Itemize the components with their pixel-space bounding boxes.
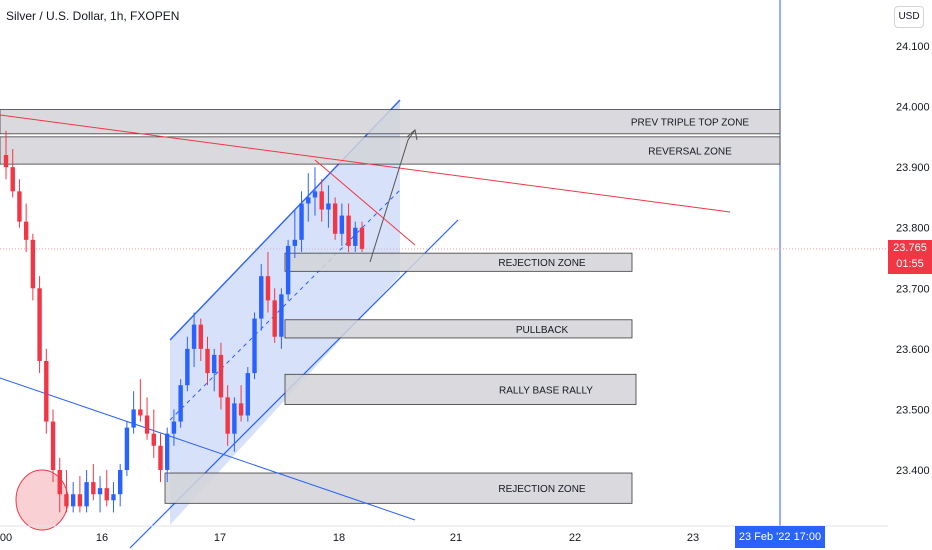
projection-arrowhead	[406, 129, 418, 141]
y-tick-label: 24.100	[896, 41, 930, 53]
candle-body	[17, 191, 22, 222]
x-tick-label: 22	[569, 532, 581, 544]
zone-label-3: REJECTION ZONE	[498, 258, 586, 269]
zone-box-2	[0, 136, 781, 165]
zone-label-1: PREV TRIPLE TOP ZONE	[631, 118, 750, 129]
candle-body	[64, 494, 69, 507]
candle-body	[218, 354, 224, 398]
chart-title: Silver / U.S. Dollar, 1h, FXOPEN	[6, 9, 180, 23]
candle-body	[144, 415, 150, 434]
candle-body	[151, 433, 156, 446]
candle-body	[70, 494, 76, 507]
y-tick-label: 24.000	[896, 102, 930, 114]
zone-box-6	[164, 472, 633, 504]
candle-body	[104, 488, 109, 501]
y-tick-label: 23.400	[896, 465, 930, 477]
candle-body	[312, 191, 318, 198]
zone-box-5	[284, 373, 637, 405]
currency-button[interactable]: USD	[894, 6, 924, 28]
candle-body	[191, 324, 197, 349]
x-tick-label: 23	[687, 532, 699, 544]
zone-label-4: PULLBACK	[516, 325, 569, 336]
candle-body	[292, 239, 298, 246]
candle-body	[185, 348, 190, 386]
candle-body	[205, 348, 210, 374]
y-tick-label: 23.500	[896, 404, 930, 416]
candle-body	[37, 288, 42, 361]
candle-body	[91, 482, 96, 495]
candle-body	[97, 488, 103, 495]
zone-box-1	[0, 109, 781, 135]
candle-body	[10, 167, 15, 192]
zone-label-5: RALLY BASE RALLY	[499, 385, 593, 396]
candle-body	[279, 294, 284, 337]
candle-body	[117, 470, 123, 495]
candle-body	[23, 221, 29, 240]
candle-body	[131, 409, 136, 428]
last-price-tag: 23.765 01:55	[888, 240, 932, 274]
bar-countdown: 01:55	[896, 258, 924, 270]
y-tick-label: 23.800	[896, 223, 930, 235]
x-tick-label: 21	[450, 532, 462, 544]
candle-body	[171, 421, 177, 434]
candle-body	[225, 397, 230, 434]
candle-body	[57, 470, 62, 495]
candle-body	[353, 227, 358, 246]
candle-body	[84, 482, 89, 507]
y-tick-label: 23.700	[896, 283, 930, 295]
red-trendline	[0, 114, 731, 213]
last-price-value: 23.765	[893, 242, 927, 254]
candle-body	[165, 433, 170, 470]
projection-arrow	[369, 129, 416, 263]
candle-body	[272, 300, 277, 337]
zone-label-6: REJECTION ZONE	[498, 484, 586, 495]
candle-body	[285, 245, 291, 295]
candle-body	[245, 373, 251, 416]
candle-body	[265, 276, 271, 301]
candle-body	[346, 215, 351, 246]
candle-body	[232, 403, 237, 434]
crosshair-time-label: 23 Feb '22 17:00	[735, 526, 825, 548]
x-tick-label: 17	[214, 532, 226, 544]
candle-body	[3, 155, 9, 168]
candle-body	[212, 354, 217, 374]
y-tick-label: 23.600	[896, 344, 930, 356]
candle-body	[306, 197, 311, 204]
candle-body	[50, 421, 56, 470]
candle-body	[138, 409, 143, 416]
candle-body	[198, 324, 203, 349]
candle-body	[158, 445, 163, 470]
candle-body	[299, 203, 304, 240]
candle-body	[332, 203, 338, 234]
candle-body	[252, 318, 257, 374]
red-wedge-line	[314, 159, 416, 246]
candle-body	[339, 215, 345, 234]
candle-body	[77, 494, 83, 507]
candle-body	[259, 276, 264, 319]
x-tick-label: 00	[0, 532, 12, 544]
candle-body	[178, 385, 183, 422]
candle-body	[326, 203, 331, 210]
zone-label-2: REVERSAL ZONE	[648, 146, 732, 157]
candle-body	[238, 403, 244, 416]
x-tick-label: 18	[333, 532, 345, 544]
candle-body	[359, 227, 365, 249]
candle-body	[124, 427, 130, 470]
channel-midline	[169, 189, 401, 421]
candle-body	[111, 494, 116, 501]
x-tick-label: 16	[96, 532, 108, 544]
candle-body	[30, 239, 36, 289]
blue-descending-line	[0, 377, 416, 521]
y-tick-label: 23.900	[896, 162, 930, 174]
zone-box-4	[284, 319, 633, 339]
candle-body	[319, 191, 324, 210]
candle-body	[44, 360, 49, 422]
